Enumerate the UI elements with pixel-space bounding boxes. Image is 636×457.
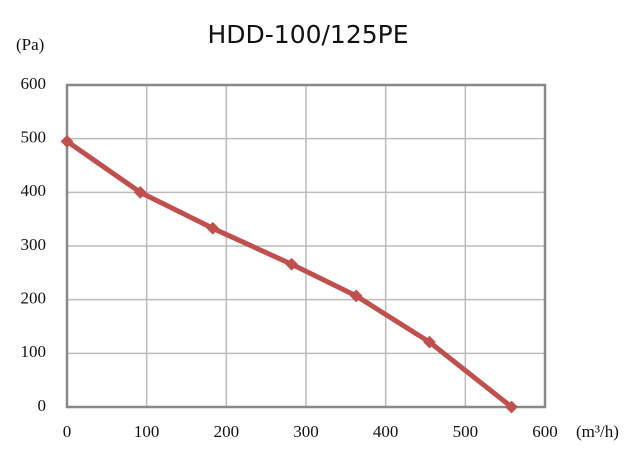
- x-tick-label: 400: [373, 422, 399, 441]
- y-tick-label: 0: [38, 396, 47, 415]
- y-tick-label: 500: [21, 128, 47, 147]
- data-point: [423, 335, 436, 349]
- plot-frame: [65, 83, 547, 409]
- y-tick-label: 100: [21, 342, 47, 361]
- x-tick-label: 600: [532, 422, 558, 441]
- chart-title: HDD-100/125PE: [207, 20, 408, 49]
- data-point: [206, 221, 220, 235]
- data-point: [505, 400, 518, 414]
- x-tick-label: 300: [293, 422, 319, 441]
- y-axis-label: (Pa): [16, 35, 44, 54]
- y-tick-label: 400: [21, 181, 47, 200]
- data-point: [285, 257, 299, 271]
- y-tick-label: 200: [21, 289, 47, 308]
- data-point: [60, 134, 74, 148]
- x-tick-label: 500: [453, 422, 479, 441]
- x-axis-label: (m³/h): [576, 422, 619, 441]
- y-tick-label: 600: [21, 74, 47, 93]
- x-tick-label: 200: [214, 422, 240, 441]
- x-tick-label: 0: [63, 422, 72, 441]
- x-tick-label: 100: [134, 422, 160, 441]
- data-line: [65, 139, 514, 409]
- y-tick-label: 300: [21, 235, 47, 254]
- data-point: [349, 289, 363, 303]
- data-point: [133, 185, 147, 199]
